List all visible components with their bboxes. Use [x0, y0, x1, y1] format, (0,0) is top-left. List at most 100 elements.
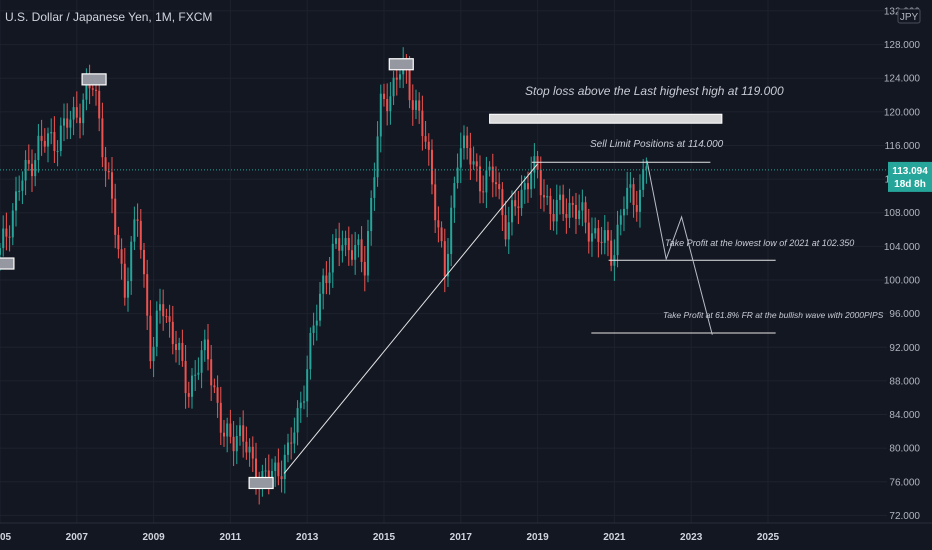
- candle-body: [363, 261, 366, 276]
- chart-title: U.S. Dollar / Japanese Yen, 1M, FXCM: [5, 10, 212, 24]
- candle-body: [558, 194, 561, 200]
- candle-body: [322, 275, 325, 294]
- candle-body: [213, 385, 216, 388]
- candle-body: [95, 89, 97, 91]
- price-axis[interactable]: 72.000 76.000 80.000 84.000 88.000 92.000 96.0…: [884, 0, 932, 523]
- y-tick-label: 120.000: [884, 107, 921, 118]
- candle-body: [203, 339, 206, 351]
- candle-body: [376, 136, 379, 178]
- candle-body: [98, 90, 101, 119]
- candle-body: [210, 359, 213, 386]
- candle-body: [165, 316, 168, 318]
- candle-body: [309, 333, 312, 370]
- candle-body: [171, 321, 174, 345]
- y-tick-label: 80.000: [889, 444, 920, 455]
- y-tick-label: 100.000: [884, 275, 921, 286]
- candle-body: [190, 375, 193, 397]
- candle-body: [642, 169, 645, 190]
- candle-body: [117, 234, 120, 250]
- x-tick-label: 2017: [450, 532, 473, 543]
- candle-body: [123, 263, 126, 298]
- time-axis-background: [0, 523, 932, 550]
- candle-body: [2, 228, 5, 249]
- candle-body: [302, 401, 305, 403]
- candle-body: [389, 96, 392, 112]
- candle-body: [162, 304, 165, 317]
- candle-body: [136, 219, 139, 221]
- candle-body: [229, 423, 232, 437]
- candle-body: [350, 250, 353, 260]
- candle-body: [155, 310, 158, 347]
- candle-body: [331, 243, 334, 273]
- candle-body: [248, 446, 251, 453]
- candle-body: [610, 240, 613, 266]
- candle-body: [443, 241, 446, 277]
- candle-body: [555, 199, 558, 222]
- candle-body: [216, 387, 219, 403]
- trendline: [283, 163, 538, 474]
- stop-loss-box: [489, 113, 723, 124]
- candle-body: [347, 238, 350, 251]
- candle-body: [373, 177, 376, 198]
- candle-body: [341, 245, 344, 251]
- current-price-tag-box: [888, 161, 932, 192]
- candle-body: [501, 189, 504, 216]
- candle-body: [232, 436, 235, 452]
- candle-body: [312, 325, 315, 334]
- candle-body: [146, 274, 149, 316]
- candle-body: [638, 189, 641, 212]
- candle-body: [111, 172, 113, 199]
- candle-body: [66, 118, 69, 128]
- candle-body: [127, 281, 129, 298]
- candle-body: [194, 374, 197, 376]
- current-price-value: 113.094: [892, 166, 928, 177]
- candle-body: [130, 241, 133, 282]
- candle-body: [0, 248, 1, 255]
- candle-body: [18, 190, 21, 192]
- candle-body: [418, 100, 421, 111]
- candle-body: [283, 454, 286, 480]
- candle-body: [245, 441, 248, 453]
- candle-body: [235, 436, 238, 452]
- x-tick-label: 2019: [526, 532, 549, 543]
- candle-body: [517, 206, 520, 209]
- candle-body: [622, 208, 625, 216]
- candle-body: [21, 180, 24, 191]
- current-price-tag: 113.094 18d 8h: [888, 161, 932, 192]
- candle-body: [293, 432, 296, 444]
- candle-body: [491, 166, 494, 183]
- candle-body: [178, 342, 181, 351]
- candle-body: [565, 214, 568, 218]
- candle-body: [159, 304, 161, 311]
- candle-body: [533, 156, 536, 173]
- take-profit-1-label: Take Profit at the lowest low of 2021 at…: [665, 238, 854, 248]
- candle-body: [552, 214, 555, 222]
- candle-body: [578, 210, 581, 219]
- candle-body: [504, 215, 507, 240]
- y-tick-label: 72.000: [889, 511, 920, 522]
- marker-box-2007-high: [81, 73, 107, 86]
- candle-body: [370, 197, 373, 232]
- candle-body: [440, 227, 443, 242]
- time-axis[interactable]: 2005 2007 2009 2011 2013 2015 2017 2019 2021 2023…: [0, 522, 932, 550]
- candle-body: [488, 166, 491, 171]
- projected-path: [646, 160, 713, 335]
- candle-body: [56, 150, 59, 152]
- candle-body: [187, 393, 190, 397]
- currency-tag[interactable]: JPY: [897, 8, 921, 24]
- candle-body: [514, 200, 517, 207]
- candle-body: [24, 160, 27, 181]
- y-tick-label: 116.000: [885, 141, 921, 152]
- candle-body: [226, 423, 229, 437]
- candle-body: [63, 118, 65, 126]
- candle-body: [414, 100, 417, 110]
- candle-body: [280, 476, 283, 480]
- candle-body: [53, 131, 56, 152]
- candle-body: [424, 136, 427, 142]
- y-tick-label: 104.000: [884, 242, 921, 253]
- candle-body: [510, 200, 513, 223]
- candle-body: [411, 100, 414, 110]
- y-tick-label: 92.000: [889, 343, 920, 354]
- candle-body: [5, 228, 8, 237]
